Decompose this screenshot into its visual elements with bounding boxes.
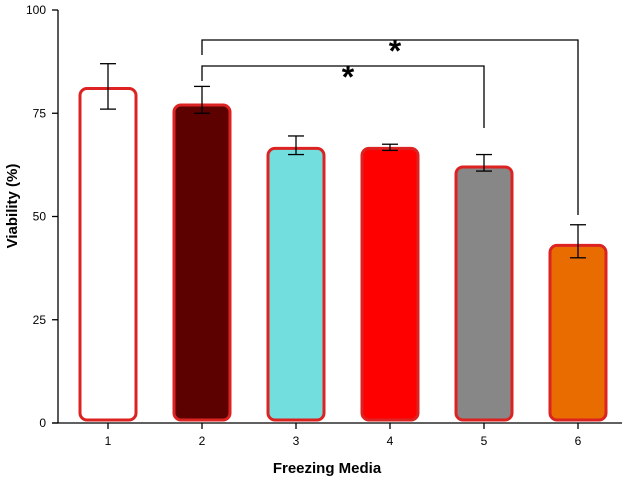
- bar-4: [360, 146, 420, 422]
- significance-star: *: [342, 59, 355, 95]
- error-bar-2: [194, 85, 210, 114]
- y-tick-label-75: 75: [33, 106, 47, 120]
- error-bar-4: [382, 143, 398, 152]
- error-bar-5: [476, 153, 492, 172]
- y-axis-title: Viability (%): [4, 164, 21, 249]
- x-tick-label-3: 3: [293, 434, 300, 448]
- significance-star: *: [389, 33, 402, 69]
- y-tick-label-50: 50: [33, 210, 47, 224]
- y-tick-label-25: 25: [33, 313, 47, 327]
- axes-layer: 0 25 50 75 100 1 2 3 4 5 6: [26, 3, 622, 448]
- error-bars-layer: [100, 63, 586, 259]
- bar-6: [548, 243, 608, 422]
- significance-bracket-2-6: *: [201, 33, 579, 215]
- x-tick-label-1: 1: [105, 434, 112, 448]
- bar-3: [266, 146, 326, 422]
- y-tick-label-0: 0: [39, 416, 46, 430]
- x-axis-title: Freezing Media: [273, 460, 382, 477]
- significance-layer: **: [201, 33, 579, 215]
- bars-layer: [78, 86, 608, 422]
- x-tick-label-6: 6: [575, 434, 582, 448]
- x-tick-label-4: 4: [387, 434, 394, 448]
- bar-2: [172, 103, 232, 422]
- error-bar-3: [288, 135, 304, 156]
- x-tick-label-5: 5: [481, 434, 488, 448]
- significance-bracket-2-5: *: [201, 59, 485, 128]
- error-bar-1: [100, 63, 116, 110]
- y-tick-label-100: 100: [26, 3, 46, 17]
- error-bar-6: [570, 224, 586, 259]
- bar-1: [78, 86, 138, 422]
- x-tick-label-2: 2: [199, 434, 206, 448]
- bar-5: [454, 165, 514, 422]
